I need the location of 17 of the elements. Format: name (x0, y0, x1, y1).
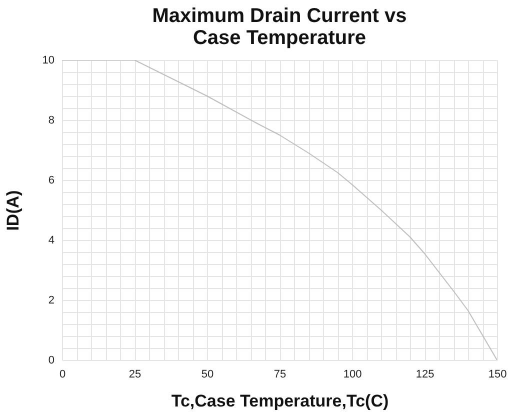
x-tick-label: 150 (488, 368, 507, 380)
x-tick-label: 50 (201, 368, 214, 380)
chart-title: Maximum Drain Current vs Case Temperature (152, 5, 407, 49)
y-tick-label: 0 (48, 354, 54, 366)
line-series (62, 60, 497, 360)
x-tick-label: 100 (343, 368, 362, 380)
x-tick-label: 75 (274, 368, 286, 380)
y-tick-label: 2 (48, 294, 54, 306)
y-tick-label: 4 (48, 234, 54, 246)
y-axis-title: ID(A) (3, 190, 22, 231)
y-tick-label: 8 (48, 114, 54, 126)
x-tick-label: 0 (59, 368, 66, 380)
x-tick-label: 25 (128, 368, 142, 380)
x-tick-label: 125 (416, 368, 434, 380)
x-axis-title: Tc,Case Temperature,Tc(C) (171, 392, 389, 410)
y-tick-label: 6 (48, 174, 54, 186)
y-tick-label: 10 (42, 54, 54, 66)
